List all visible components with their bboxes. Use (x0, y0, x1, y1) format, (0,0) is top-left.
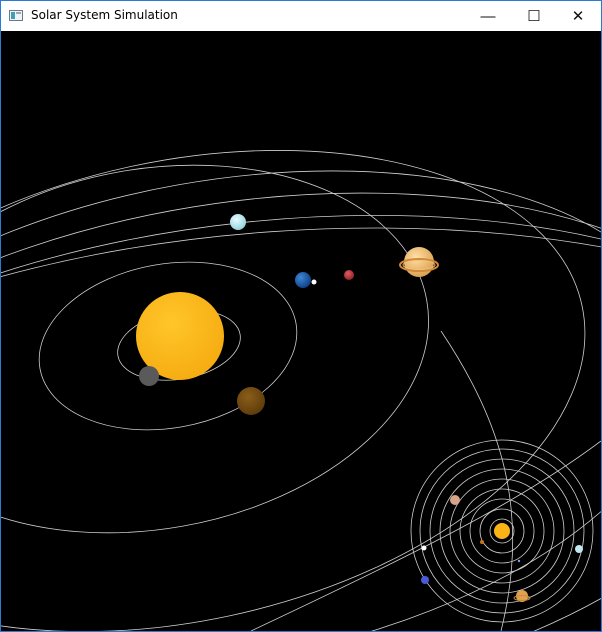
orbit-vertical-arc (440, 330, 514, 631)
sun (136, 292, 224, 380)
title-bar[interactable]: Solar System Simulation — ☐ ✕ (1, 1, 601, 31)
mars (344, 270, 354, 280)
main-bodies (136, 214, 439, 415)
saturn (399, 247, 439, 277)
maximize-button[interactable]: ☐ (527, 8, 541, 25)
inset-planet-orange-small (480, 540, 484, 544)
orbit-earth (1, 164, 429, 534)
venus (237, 387, 265, 415)
orbit-outer-arc (250, 440, 601, 631)
minimize-button[interactable]: — (480, 7, 496, 25)
inset-planet-c (421, 576, 429, 584)
moon (311, 279, 317, 285)
earth (295, 272, 311, 288)
orbit-saturn (1, 192, 601, 631)
close-button[interactable]: ✕ (571, 8, 585, 25)
inset-sun (494, 523, 510, 539)
mercury (139, 366, 159, 386)
inset-planet-e (575, 545, 583, 553)
orbit-jupiter (1, 170, 601, 631)
main-orbits (1, 150, 601, 631)
uranus (230, 214, 246, 230)
app-icon (9, 10, 23, 21)
inset-planet-a (450, 495, 460, 505)
orbit-uranus (1, 215, 601, 631)
simulation-canvas (1, 150, 601, 631)
inset-planet-tiny (517, 559, 521, 563)
orbit-venus (38, 261, 298, 431)
inset-planet-b (421, 545, 427, 551)
window-title: Solar System Simulation (31, 8, 178, 22)
orbit-neptune (1, 227, 601, 631)
inset-bodies (421, 495, 583, 602)
orbit-mars (1, 150, 586, 631)
simulation-viewport[interactable] (1, 31, 601, 631)
inset-orbits (410, 439, 594, 623)
